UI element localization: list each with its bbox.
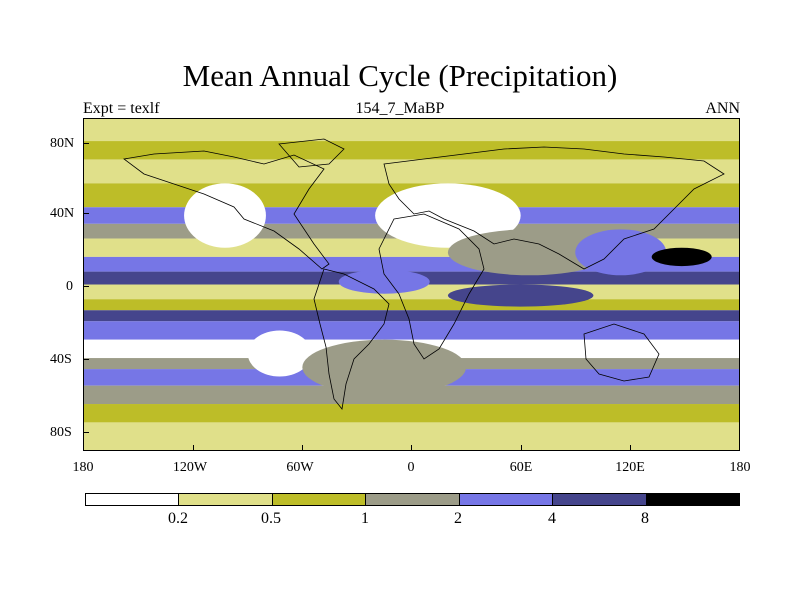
x-tick-120w (193, 445, 194, 451)
precip-region-indian-ocean-wet (447, 284, 594, 307)
colorbar-label-0-5: 0.5 (261, 510, 281, 527)
continent-outlines (123, 138, 725, 410)
colorbar-segment-4 (459, 494, 554, 505)
precip-region-equatorial-atlantic-wet (338, 269, 430, 294)
colorbar-label-2: 2 (454, 510, 462, 527)
precip-region-south-america-dry (247, 330, 312, 377)
colorbar-label-8: 8 (641, 510, 649, 527)
x-tick-label-120w: 120W (172, 460, 208, 475)
x-tick-60w (302, 445, 303, 451)
colorbar-segment-6 (646, 494, 739, 505)
x-tick-label-60w: 60W (286, 460, 314, 475)
precip-band-2 (84, 159, 739, 184)
precip-region-east-asia-wet (575, 229, 667, 276)
x-tick-label-0: 0 (407, 460, 415, 475)
precip-region-north-america-dry (184, 183, 266, 248)
case-label: 154_7_MaBP (355, 100, 445, 117)
colorbar-label-4: 4 (548, 510, 556, 527)
australia-outline (583, 323, 660, 382)
precipitation-map (83, 118, 740, 451)
y-tick-label-40n: 40N (50, 206, 75, 221)
experiment-label: Expt = texlf (83, 100, 160, 117)
precip-band-11 (84, 310, 739, 322)
x-tick-label-180e: 180 (729, 460, 751, 475)
colorbar-segment-1 (179, 494, 273, 505)
y-tick-label-80n: 80N (50, 136, 75, 151)
north-america-outline (123, 150, 330, 270)
y-tick-label-80s: 80S (50, 425, 72, 440)
x-tick-label-120e: 120E (615, 460, 645, 475)
precip-band-1 (84, 141, 739, 160)
precip-band-17 (84, 404, 739, 423)
colorbar-segment-2 (272, 494, 367, 505)
season-label: ANN (705, 100, 740, 117)
precip-band-16 (84, 385, 739, 405)
x-tick-120e (630, 445, 631, 451)
colorbar-segment-3 (366, 494, 460, 505)
plot-title: Mean Annual Cycle (Precipitation) (182, 58, 618, 93)
x-tick-label-60e: 60E (509, 460, 533, 475)
precip-region-west-pacific-max (651, 247, 712, 267)
y-tick-80s (83, 432, 89, 433)
precip-region-asia-dry (375, 183, 521, 248)
precip-region-south-africa-gray (302, 339, 467, 395)
y-tick-40s (83, 359, 89, 360)
y-tick-label-40s: 40S (50, 352, 72, 367)
y-tick-80n (83, 143, 89, 144)
eurasia-outline (383, 146, 725, 270)
x-tick-0 (411, 445, 412, 451)
y-tick-label-equator: 0 (66, 279, 73, 294)
y-tick-40n (83, 213, 89, 214)
south-america-outline (313, 268, 390, 410)
colorbar-label-0-2: 0.2 (168, 510, 188, 527)
x-tick-label-180w: 180 (72, 460, 94, 475)
precip-band-0 (84, 119, 739, 142)
x-tick-60e (521, 445, 522, 451)
colorbar (85, 493, 740, 506)
y-tick-0 (83, 286, 89, 287)
precip-band-10 (84, 299, 739, 311)
colorbar-label-1: 1 (361, 510, 369, 527)
africa-outline (378, 213, 485, 360)
colorbar-segment-0 (86, 494, 180, 505)
greenland-outline (278, 138, 345, 168)
colorbar-segment-5 (553, 494, 647, 505)
